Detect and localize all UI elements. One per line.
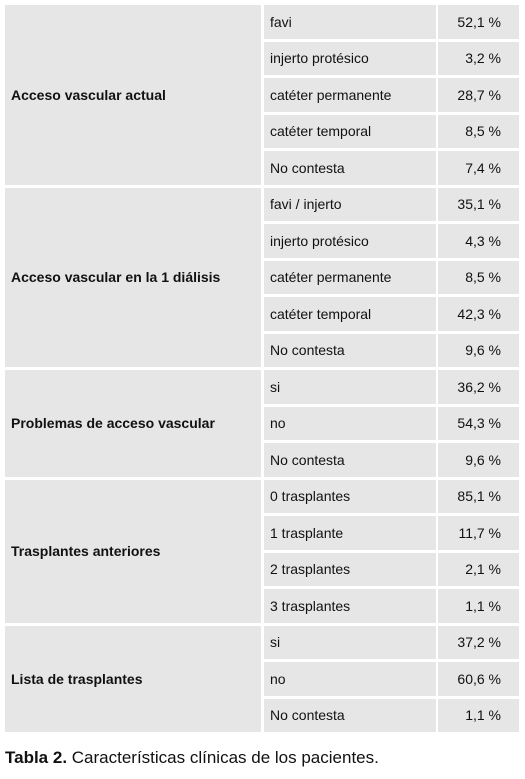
percentage-cell: 37,2 % bbox=[457, 634, 501, 651]
table-caption: Tabla 2. Características clínicas de los… bbox=[5, 748, 379, 768]
group-rows: si 37,2 % no 60,6 % No contesta 1,1 % bbox=[264, 625, 519, 732]
group-rows: si 36,2 % no 54,3 % No contesta 9,6 % bbox=[264, 370, 519, 477]
table-row: No contesta 1,1 % bbox=[264, 698, 519, 732]
group-label: Trasplantes anteriores bbox=[5, 479, 261, 623]
table-row: 2 trasplantes 2,1 % bbox=[264, 552, 519, 586]
percentage-cell: 54,3 % bbox=[457, 415, 501, 432]
percentage-cell: 52,1 % bbox=[457, 13, 501, 30]
option-cell: No contesta bbox=[264, 333, 438, 367]
percentage-cell: 8,5 % bbox=[465, 269, 501, 286]
caption-label: Tabla 2. bbox=[5, 748, 68, 767]
group-rows: favi / injerto 35,1 % injerto protésico 4,3… bbox=[264, 187, 519, 367]
percentage-cell: 8,5 % bbox=[465, 123, 501, 140]
table-group: Lista de trasplantes si 37,2 % no 60,6 % No c… bbox=[5, 625, 519, 732]
table-row: catéter temporal 42,3 % bbox=[264, 297, 519, 331]
percentage-cell: 9,6 % bbox=[465, 451, 501, 468]
table-row: 1 trasplante 11,7 % bbox=[264, 516, 519, 550]
table-row: catéter permanente 8,5 % bbox=[264, 260, 519, 294]
option-cell: 2 trasplantes bbox=[264, 552, 438, 586]
percentage-cell: 36,2 % bbox=[457, 378, 501, 395]
option-cell: catéter permanente bbox=[264, 78, 438, 112]
option-cell: catéter temporal bbox=[264, 114, 438, 148]
percentage-cell: 7,4 % bbox=[465, 159, 501, 176]
table-group: Problemas de acceso vascular si 36,2 % no 54… bbox=[5, 370, 519, 477]
group-label: Acceso vascular en la 1 diálisis bbox=[5, 187, 261, 367]
option-cell: favi bbox=[264, 5, 438, 39]
group-label: Lista de trasplantes bbox=[5, 625, 261, 732]
table-row: no 54,3 % bbox=[264, 406, 519, 440]
table-row: si 36,2 % bbox=[264, 370, 519, 404]
option-cell: No contesta bbox=[264, 443, 438, 477]
option-cell: injerto protésico bbox=[264, 224, 438, 258]
option-cell: 3 trasplantes bbox=[264, 589, 438, 623]
caption-text: Características clínicas de los paciente… bbox=[67, 748, 379, 767]
option-cell: si bbox=[264, 625, 438, 659]
option-cell: si bbox=[264, 370, 438, 404]
table-row: injerto protésico 4,3 % bbox=[264, 224, 519, 258]
percentage-cell: 28,7 % bbox=[457, 86, 501, 103]
option-cell: 0 trasplantes bbox=[264, 479, 438, 513]
table-row: injerto protésico 3,2 % bbox=[264, 41, 519, 75]
table-group: Acceso vascular actual favi 52,1 % injerto … bbox=[5, 5, 519, 185]
table-row: no 60,6 % bbox=[264, 662, 519, 696]
option-cell: 1 trasplante bbox=[264, 516, 438, 550]
option-cell: catéter permanente bbox=[264, 260, 438, 294]
percentage-cell: 1,1 % bbox=[465, 597, 501, 614]
group-rows: 0 trasplantes 85,1 % 1 trasplante 11,7 % 2 t… bbox=[264, 479, 519, 623]
option-cell: No contesta bbox=[264, 151, 438, 185]
table-row: No contesta 9,6 % bbox=[264, 443, 519, 477]
option-cell: catéter temporal bbox=[264, 297, 438, 331]
option-cell: no bbox=[264, 406, 438, 440]
percentage-cell: 4,3 % bbox=[465, 232, 501, 249]
percentage-cell: 9,6 % bbox=[465, 342, 501, 359]
table-row: favi 52,1 % bbox=[264, 5, 519, 39]
option-cell: favi / injerto bbox=[264, 187, 438, 221]
percentage-cell: 2,1 % bbox=[465, 561, 501, 578]
table-row: No contesta 7,4 % bbox=[264, 151, 519, 185]
percentage-cell: 1,1 % bbox=[465, 707, 501, 724]
percentage-cell: 11,7 % bbox=[458, 524, 501, 541]
table-row: No contesta 9,6 % bbox=[264, 333, 519, 367]
table-group: Trasplantes anteriores 0 trasplantes 85,1 … bbox=[5, 479, 519, 623]
table-row: 0 trasplantes 85,1 % bbox=[264, 479, 519, 513]
group-rows: favi 52,1 % injerto protésico 3,2 % catéter … bbox=[264, 5, 519, 185]
percentage-cell: 60,6 % bbox=[457, 670, 501, 687]
group-label: Acceso vascular actual bbox=[5, 5, 261, 185]
table-row: si 37,2 % bbox=[264, 625, 519, 659]
percentage-cell: 35,1 % bbox=[457, 196, 501, 213]
percentage-cell: 3,2 % bbox=[465, 50, 501, 67]
option-cell: no bbox=[264, 662, 438, 696]
percentage-cell: 42,3 % bbox=[457, 305, 501, 322]
table-group: Acceso vascular en la 1 diálisis favi / i… bbox=[5, 187, 519, 367]
group-label: Problemas de acceso vascular bbox=[5, 370, 261, 477]
option-cell: No contesta bbox=[264, 698, 438, 732]
table-row: catéter temporal 8,5 % bbox=[264, 114, 519, 148]
table-row: 3 trasplantes 1,1 % bbox=[264, 589, 519, 623]
clinical-characteristics-table: Acceso vascular actual favi 52,1 % injerto … bbox=[5, 5, 519, 732]
table-row: favi / injerto 35,1 % bbox=[264, 187, 519, 221]
option-cell: injerto protésico bbox=[264, 41, 438, 75]
table-row: catéter permanente 28,7 % bbox=[264, 78, 519, 112]
percentage-cell: 85,1 % bbox=[457, 488, 501, 505]
